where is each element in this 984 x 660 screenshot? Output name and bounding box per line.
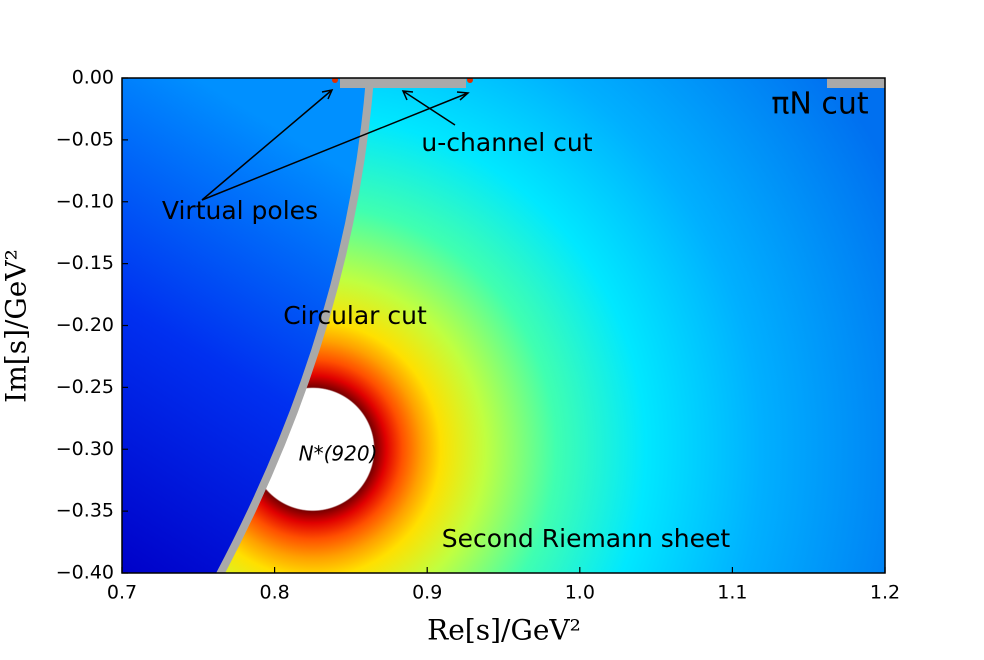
y-tick-label: 0.00 — [72, 67, 114, 89]
y-tick-label: −0.05 — [56, 128, 114, 150]
u-channel-cut — [340, 78, 466, 88]
x-tick-label: 0.7 — [107, 582, 137, 604]
pin-cut — [827, 78, 885, 88]
y-tick-label: −0.25 — [56, 376, 114, 398]
x-tick-label: 0.8 — [259, 582, 289, 604]
annotation: Second Riemann sheet — [442, 524, 731, 553]
x-tick-label: 1.2 — [870, 582, 900, 604]
overlay — [216, 78, 885, 573]
circular-cut — [216, 78, 374, 573]
annotation: Circular cut — [283, 301, 427, 330]
arrows — [201, 88, 470, 201]
y-tick-label: −0.15 — [56, 252, 114, 274]
annotation: πN cut — [771, 87, 869, 122]
x-tick-label: 0.9 — [412, 582, 442, 604]
y-tick-label: −0.20 — [56, 314, 114, 336]
virtual-pole — [332, 78, 338, 83]
x-tick-label: 1.0 — [565, 582, 595, 604]
annotation: u-channel cut — [421, 128, 592, 157]
y-tick-label: −0.30 — [56, 438, 114, 460]
annotation: Virtual poles — [162, 196, 318, 225]
x-tick-label: 1.1 — [717, 582, 747, 604]
virtual-pole — [467, 78, 473, 83]
x-axis-title: Re[s]/GeV² — [427, 614, 581, 647]
y-axis-title: Im[s]/GeV² — [0, 249, 33, 403]
y-tick-label: −0.40 — [56, 562, 114, 584]
y-tick-label: −0.10 — [56, 190, 114, 212]
y-tick-label: −0.35 — [56, 500, 114, 522]
pole-label: N*(920) — [299, 442, 378, 466]
heatmap-left-region — [122, 78, 370, 573]
